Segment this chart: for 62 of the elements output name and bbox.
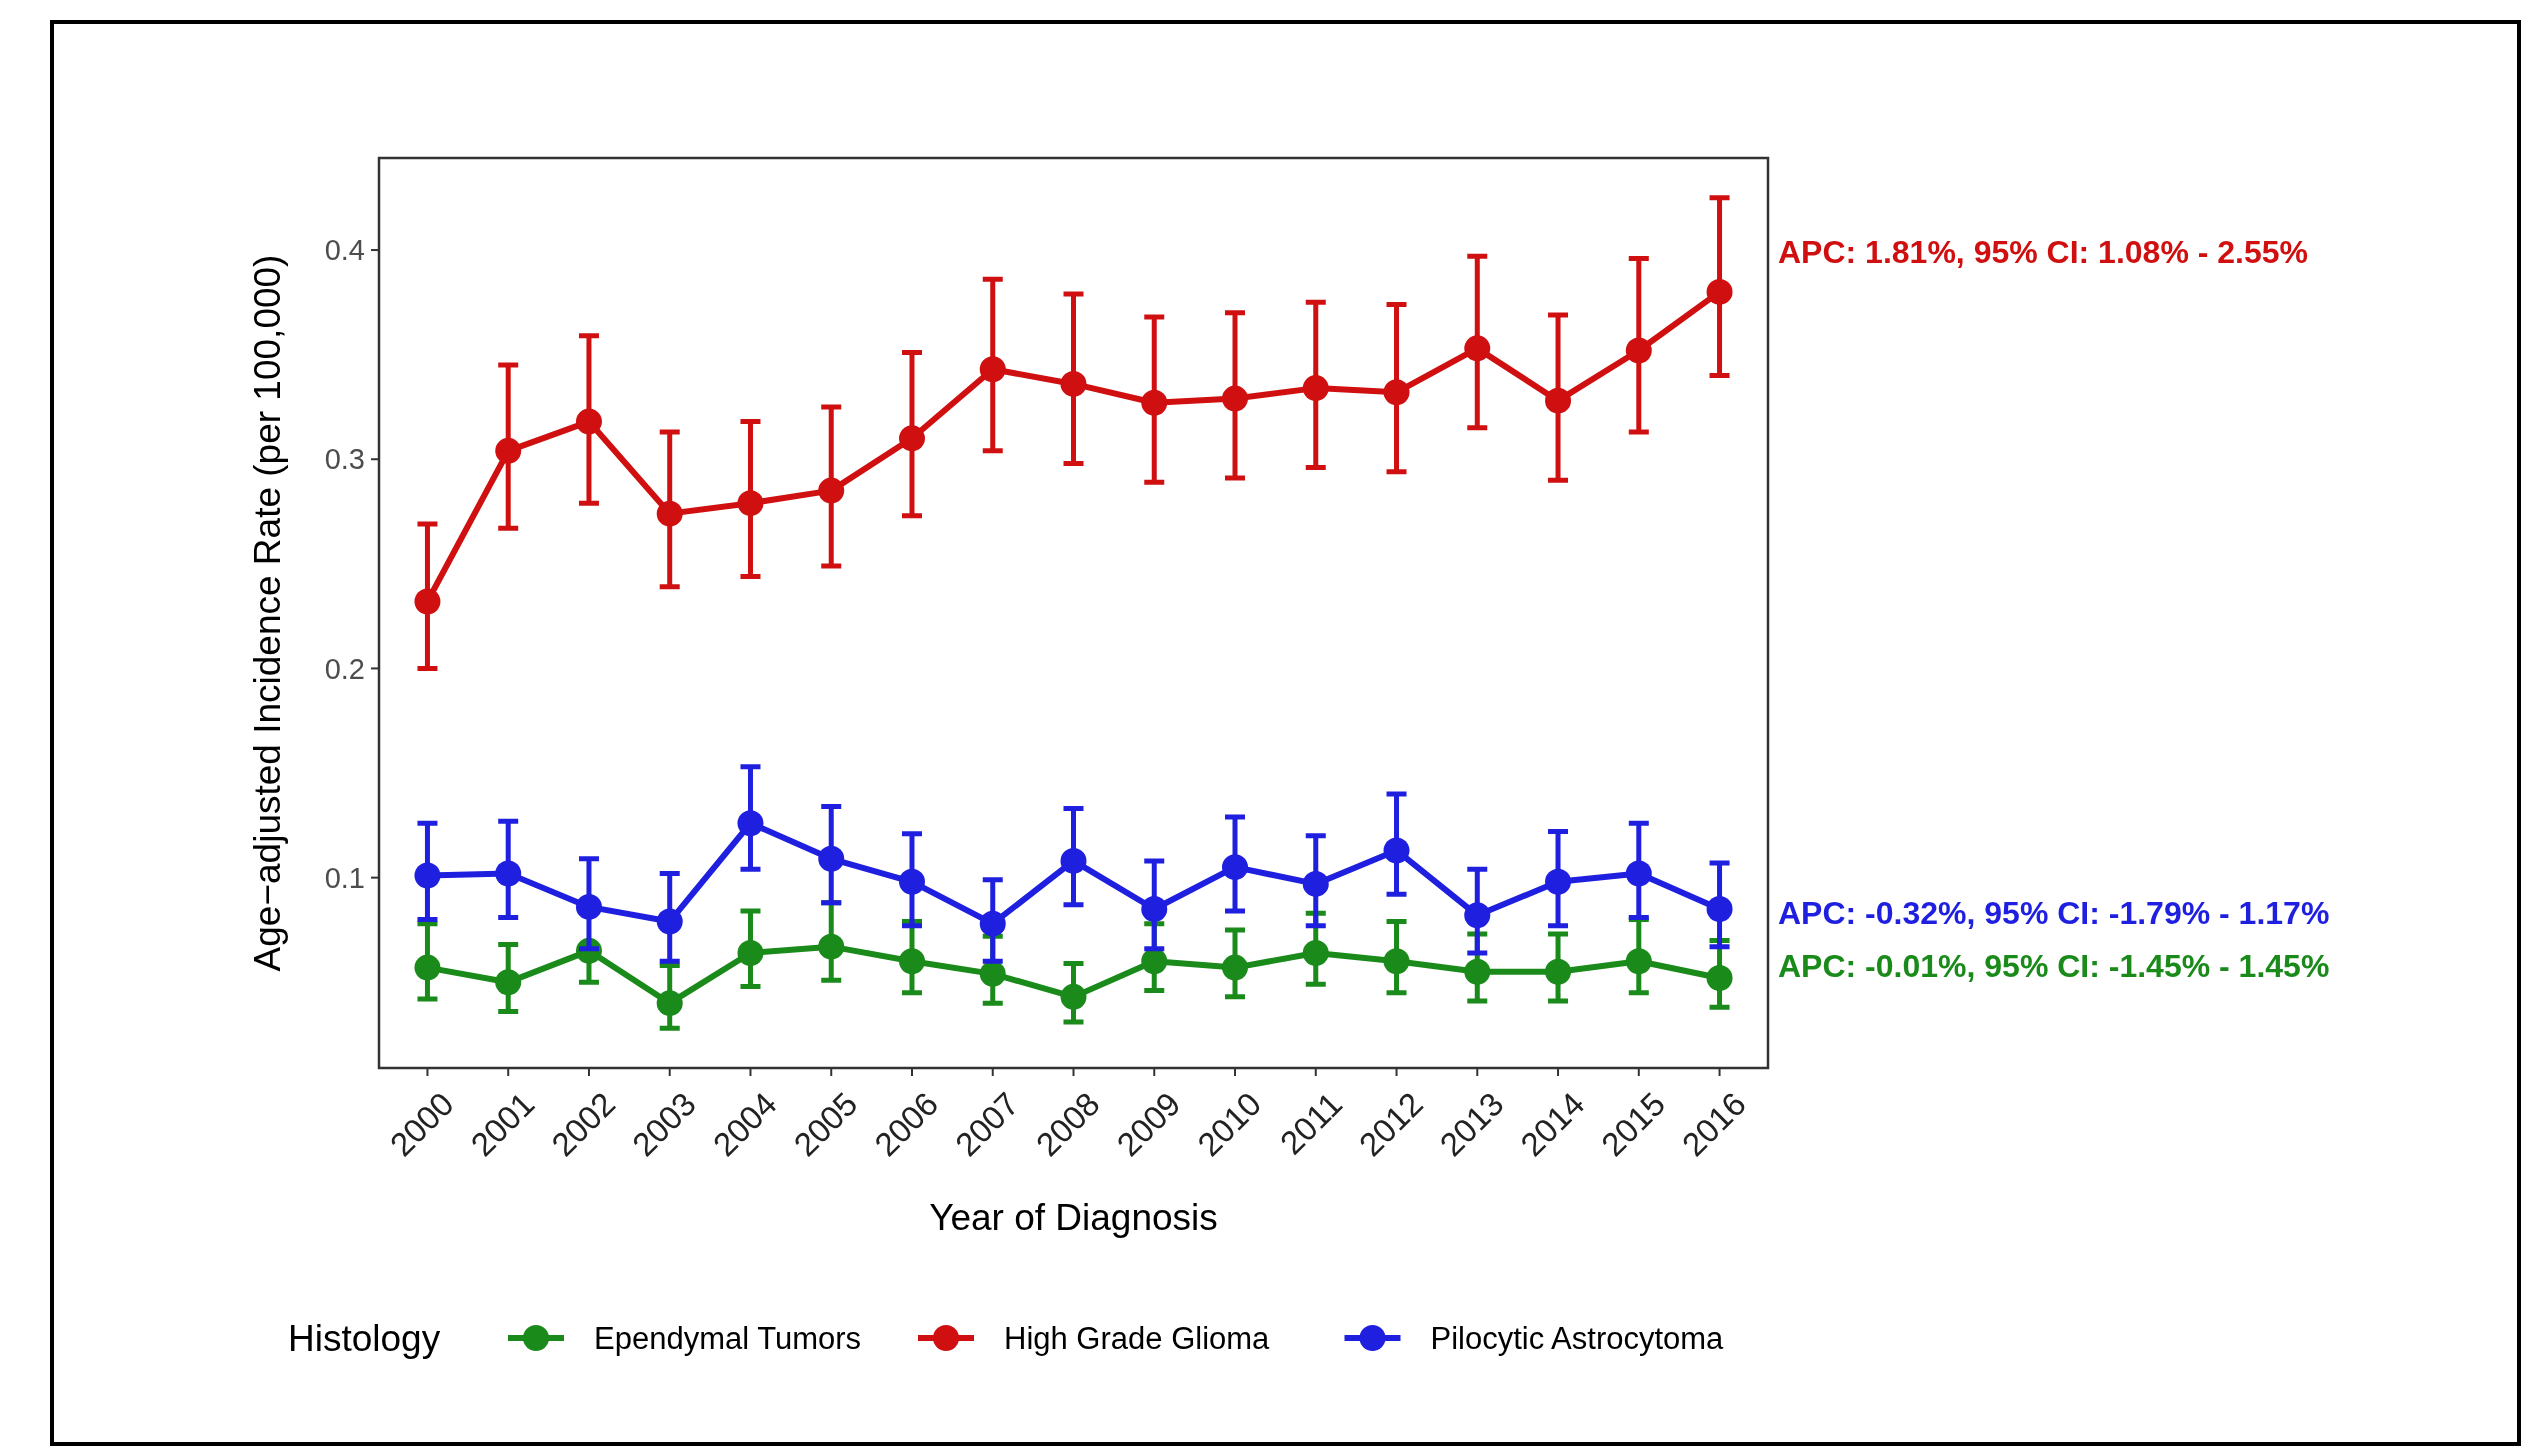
point bbox=[575, 408, 602, 435]
point bbox=[495, 437, 522, 464]
point bbox=[1383, 379, 1410, 406]
point bbox=[656, 990, 683, 1017]
text: APC: -0.01%, 95% CI: -1.45% - 1.45% bbox=[1778, 948, 2330, 985]
point bbox=[818, 933, 845, 960]
legend-label: Ependymal Tumors bbox=[594, 1320, 862, 1356]
point bbox=[495, 969, 522, 996]
point bbox=[1060, 370, 1087, 397]
point bbox=[818, 845, 845, 872]
point bbox=[1302, 375, 1329, 402]
point bbox=[1625, 948, 1652, 975]
y-tick-label: 0.1 bbox=[324, 861, 365, 894]
point bbox=[979, 356, 1006, 383]
point bbox=[1060, 847, 1087, 874]
point bbox=[1706, 965, 1733, 992]
point bbox=[1302, 870, 1329, 897]
point bbox=[1464, 335, 1491, 362]
point bbox=[737, 490, 764, 517]
point bbox=[656, 500, 683, 527]
text: APC: -0.32%, 95% CI: -1.79% - 1.17% bbox=[1778, 895, 2330, 932]
point bbox=[1545, 387, 1572, 414]
legend-title: Histology bbox=[288, 1317, 441, 1359]
legend-label: High Grade Glioma bbox=[1004, 1320, 1271, 1356]
point bbox=[414, 862, 441, 889]
point bbox=[737, 939, 764, 966]
point bbox=[898, 425, 925, 452]
legend-label: Pilocytic Astrocytoma bbox=[1430, 1320, 1725, 1356]
point bbox=[1141, 389, 1168, 416]
y-tick-label: 0.4 bbox=[324, 234, 365, 267]
point bbox=[1383, 837, 1410, 864]
y-axis-title: Age−adjusted Incidence Rate (per 100,000) bbox=[247, 254, 288, 972]
point bbox=[1625, 860, 1652, 887]
point bbox=[414, 954, 441, 981]
point bbox=[1141, 896, 1168, 923]
point bbox=[1060, 983, 1087, 1010]
point bbox=[737, 810, 764, 837]
point bbox=[1625, 337, 1652, 364]
point bbox=[1545, 958, 1572, 985]
point bbox=[1383, 948, 1410, 975]
point bbox=[1706, 278, 1733, 305]
point bbox=[656, 908, 683, 935]
point bbox=[495, 860, 522, 887]
point bbox=[1141, 948, 1168, 975]
point bbox=[1222, 854, 1249, 881]
point bbox=[979, 910, 1006, 937]
x-axis-title: Year of Diagnosis bbox=[929, 1197, 1218, 1238]
point bbox=[1222, 385, 1249, 412]
point bbox=[898, 868, 925, 895]
point bbox=[1464, 958, 1491, 985]
point bbox=[1302, 939, 1329, 966]
point bbox=[414, 588, 441, 615]
point bbox=[1464, 902, 1491, 929]
point bbox=[1545, 868, 1572, 895]
point bbox=[818, 477, 845, 504]
point bbox=[898, 948, 925, 975]
y-tick-label: 0.2 bbox=[324, 652, 365, 685]
point bbox=[575, 893, 602, 920]
text: APC: 1.81%, 95% CI: 1.08% - 2.55% bbox=[1778, 234, 2309, 271]
point bbox=[1706, 896, 1733, 923]
y-tick-label: 0.3 bbox=[324, 443, 365, 476]
point bbox=[1222, 954, 1249, 981]
